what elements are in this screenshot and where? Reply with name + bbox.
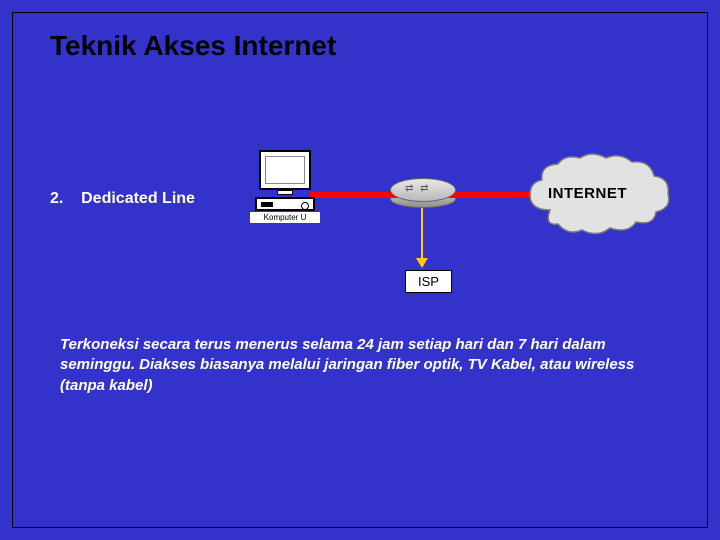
network-diagram: Komputer U ⇄ ⇄ INTERNET [220,140,680,270]
cloud-label: INTERNET [548,185,627,202]
slide-title: Teknik Akses Internet [50,30,336,62]
item-number: 2. [50,190,63,207]
computer-label: Komputer U [250,212,320,223]
subtitle: 2. Dedicated Line [50,190,195,208]
monitor-icon [259,150,311,190]
item-label: Dedicated Line [81,190,195,207]
router-icon: ⇄ ⇄ [390,178,456,212]
cpu-icon [255,197,315,211]
computer-icon: Komputer U [250,150,320,235]
isp-arrow-head [416,258,428,268]
body-text: Terkoneksi secara terus menerus selama 2… [60,335,660,396]
slide-frame [12,12,708,528]
internet-cloud: INTERNET [520,150,675,240]
isp-arrow-line [421,208,423,262]
isp-label-box: ISP [405,270,452,293]
